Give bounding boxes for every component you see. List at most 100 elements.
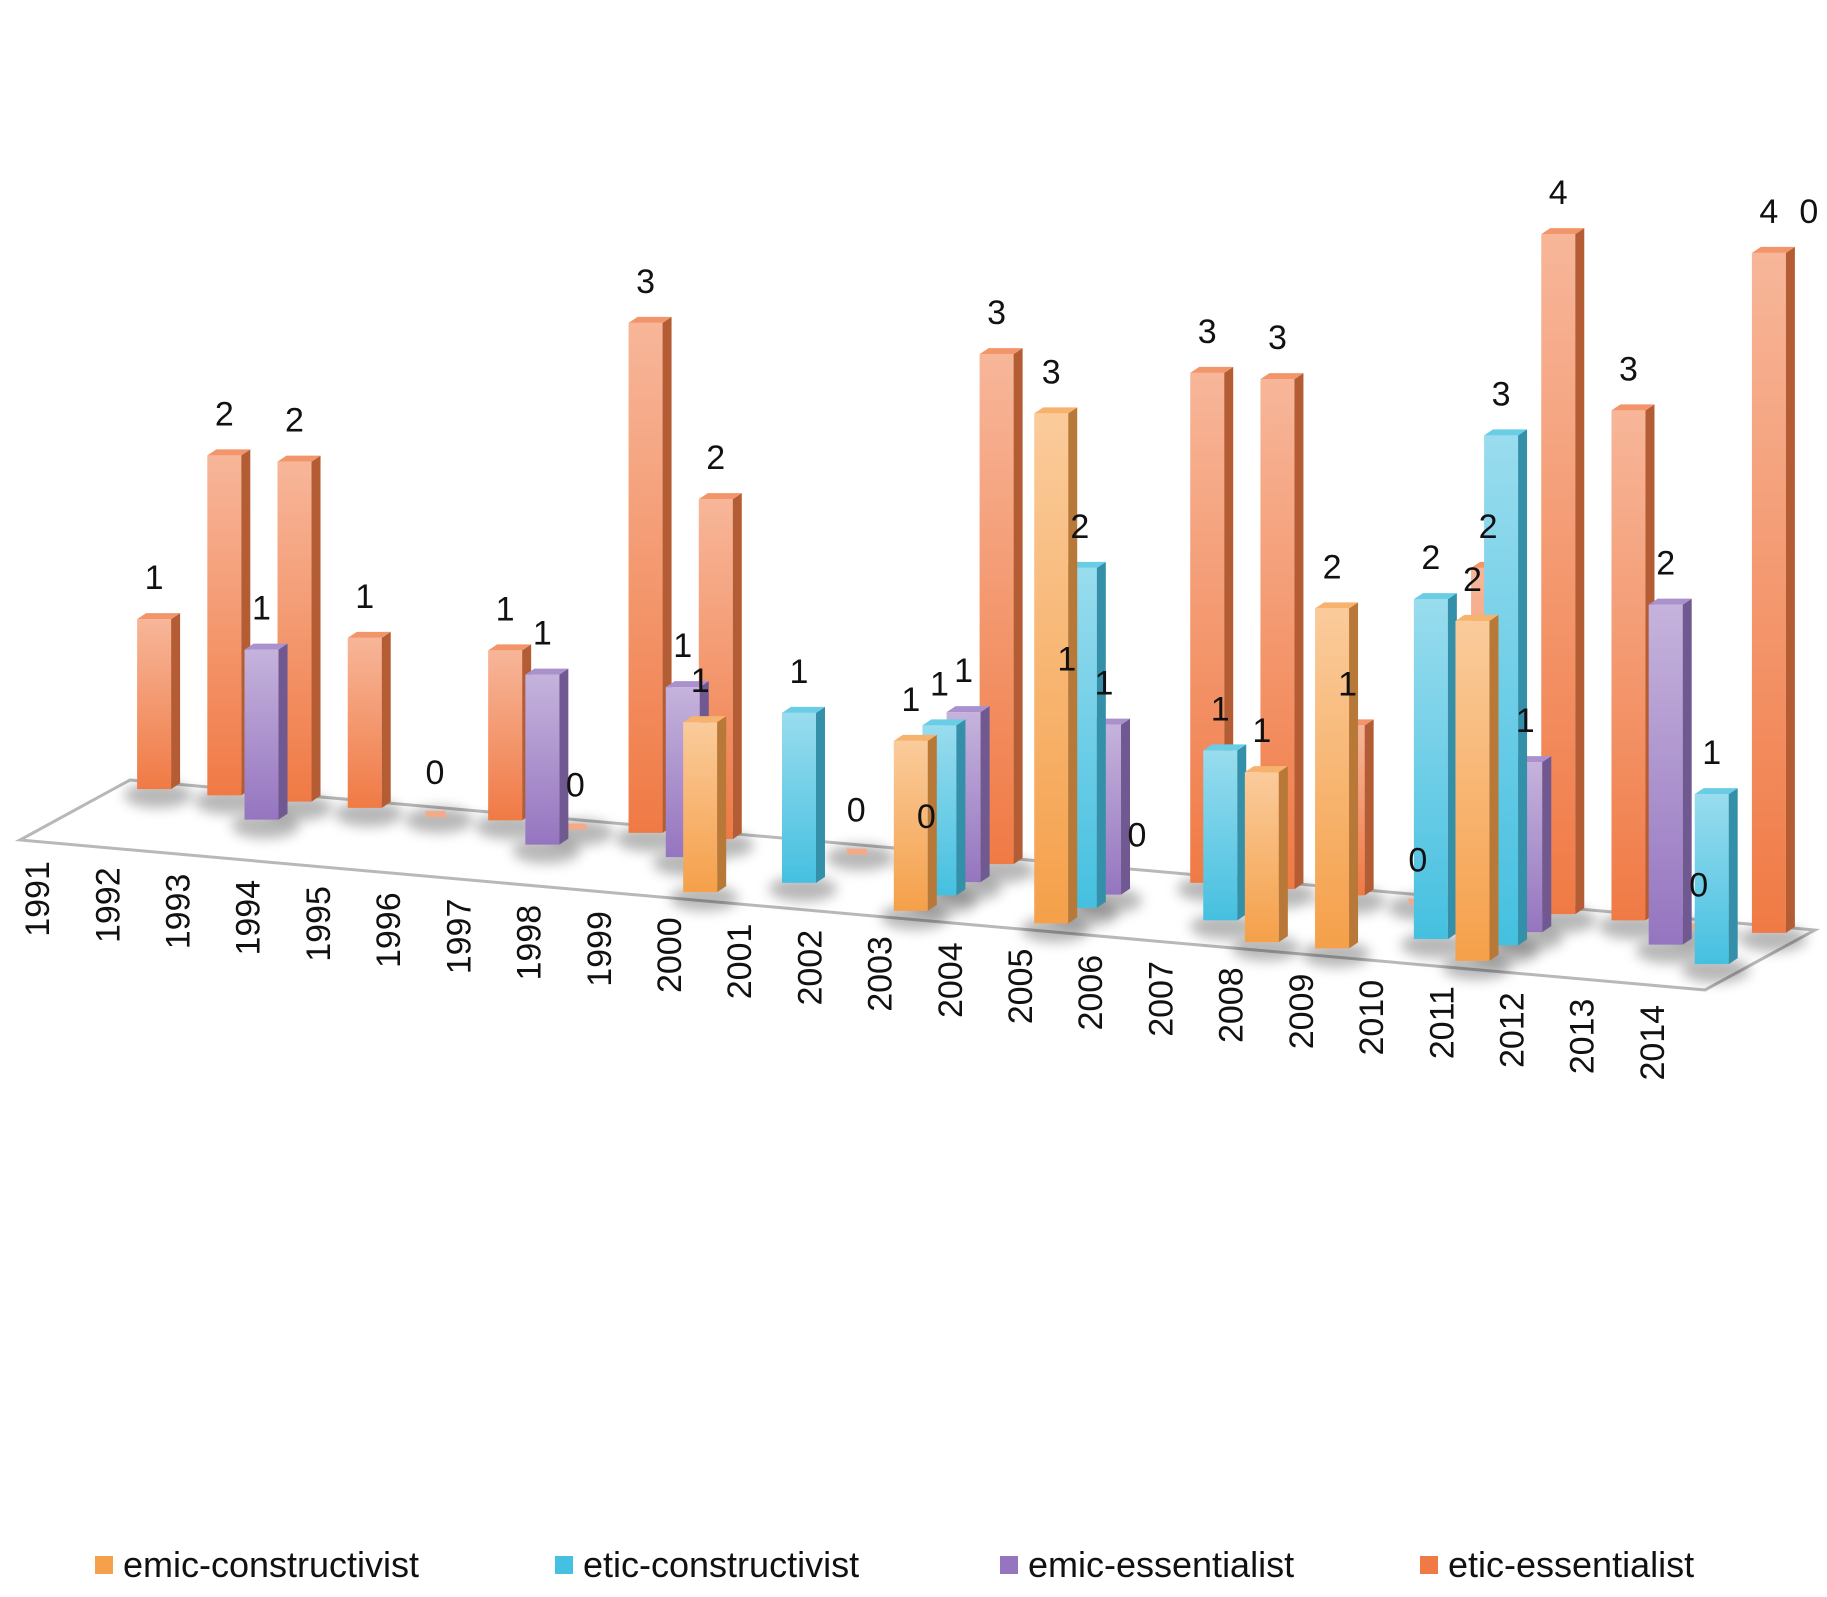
bar-top-face (1260, 373, 1304, 380)
bar-side-face (1096, 561, 1106, 908)
data-label: 3 (1268, 319, 1287, 357)
bar-side-face (1278, 766, 1288, 943)
bar-side-face (1447, 593, 1457, 940)
x-tick-label: 1994 (230, 880, 268, 956)
data-label: 2 (215, 395, 234, 433)
data-label: 2 (1479, 508, 1498, 546)
bar-top-face (137, 613, 181, 620)
legend-swatch-emic-essentialist (1000, 1556, 1018, 1574)
legend-item-etic-essentialist: etic-essentialist (1420, 1544, 1760, 1586)
bar-etic-essentialist-1991 (124, 613, 193, 809)
bar-etic-constructivist-2001 (768, 706, 837, 902)
legend-label: emic-constructivist (123, 1544, 420, 1585)
bar-front-face (1244, 772, 1279, 943)
bar-front-face (1751, 252, 1786, 933)
bar-side-face (1489, 614, 1499, 961)
data-label: 1 (1702, 734, 1721, 772)
bar-top-face (628, 316, 672, 323)
data-label: 1 (1338, 665, 1357, 703)
bar-side-face (1542, 756, 1552, 933)
bar-top-face (665, 681, 709, 688)
bar-top-face (1034, 407, 1078, 414)
x-tick-label: 2014 (1634, 1005, 1672, 1081)
bar-front-face (893, 740, 928, 911)
x-tick-label: 1997 (440, 899, 478, 975)
bar-emic-constructivist-2008 (1231, 766, 1300, 962)
data-label: 0 (1128, 817, 1147, 855)
bar-front-face (347, 637, 382, 808)
bar-front-face (137, 619, 172, 790)
data-label: 1 (1516, 702, 1535, 740)
bar-top-face (1244, 766, 1288, 773)
bar-etic-essentialist-2014 (1738, 246, 1807, 952)
bar-shadow (404, 807, 473, 834)
x-tick-label: 2000 (651, 917, 689, 993)
bar-top-face (207, 449, 251, 456)
bar-side-face (1013, 348, 1023, 865)
bar-etic-essentialist-2003 (966, 348, 1035, 884)
bar-top-face (1751, 246, 1795, 253)
x-tick-label: 2006 (1072, 955, 1110, 1031)
bar-side-face (1068, 407, 1078, 924)
bar-top-face (1694, 788, 1738, 795)
data-label: 2 (1463, 561, 1482, 599)
bar-top-face (683, 716, 727, 723)
data-label: 1 (355, 578, 374, 616)
data-label: 1 (533, 615, 552, 653)
bar-top-face (781, 706, 825, 713)
bar-emic-essentialist-1993 (231, 643, 300, 839)
bar-emic-essentialist-1997 (512, 668, 581, 864)
legend-item-emic-essentialist: emic-essentialist (1000, 1544, 1420, 1586)
bar-front-face (1034, 413, 1069, 924)
legend-swatch-emic-constructivist (95, 1556, 113, 1574)
bar-etic-essentialist-2001 (826, 844, 895, 871)
x-tick-label: 2001 (721, 924, 759, 1000)
bar-top-face (698, 493, 742, 500)
bar-emic-constructivist-2003 (880, 734, 949, 930)
bar-emic-constructivist-2005 (1021, 407, 1090, 943)
data-label: 1 (1211, 690, 1230, 728)
bar-front-face (244, 649, 279, 820)
x-tick-label: 1995 (300, 886, 338, 962)
bar-front-face (781, 712, 816, 883)
x-tick-label: 2009 (1283, 974, 1321, 1050)
bar-side-face (1575, 228, 1585, 915)
bar-top-face (1484, 429, 1528, 436)
bar-top-face (488, 644, 532, 651)
bar-emic-constructivist-2000 (670, 716, 739, 912)
data-label: 2 (1421, 539, 1440, 577)
data-label: 4 (1549, 174, 1568, 212)
bar-side-face (1728, 788, 1738, 965)
x-tick-label: 1996 (370, 892, 408, 968)
data-label: 3 (1198, 313, 1217, 351)
x-tick-label: 2007 (1142, 961, 1180, 1037)
legend: emic-constructivist etic-constructivist … (95, 1540, 1795, 1590)
bar-etic-essentialist-1992 (194, 449, 263, 815)
data-label: 1 (691, 662, 710, 700)
bar-top-face (946, 706, 990, 713)
bar-top-face (1541, 228, 1585, 235)
legend-label: emic-essentialist (1028, 1544, 1295, 1585)
bar-side-face (1349, 602, 1359, 949)
data-label: 2 (1656, 545, 1675, 583)
legend-swatch-etic-essentialist (1420, 1556, 1438, 1574)
data-label: 1 (145, 559, 164, 597)
legend-swatch-etic-constructivist (555, 1556, 573, 1574)
data-label: 0 (1799, 193, 1818, 231)
data-label: 1 (1095, 665, 1114, 703)
x-tick-label: 1999 (581, 911, 619, 987)
bar-top-face (1611, 404, 1655, 411)
bar-side-face (927, 734, 937, 911)
bar-side-face (381, 631, 391, 808)
x-tick-label: 2012 (1493, 992, 1531, 1068)
bar-etic-essentialist-1994 (334, 631, 403, 827)
bar-top-face (244, 643, 288, 650)
bar-side-face (1785, 246, 1795, 933)
data-label: 1 (790, 653, 809, 691)
bar-side-face (559, 668, 569, 845)
bar-top-face (1203, 744, 1247, 751)
data-label: 1 (930, 665, 949, 703)
bar-front-face (525, 674, 560, 845)
bar-front-face (628, 322, 663, 833)
